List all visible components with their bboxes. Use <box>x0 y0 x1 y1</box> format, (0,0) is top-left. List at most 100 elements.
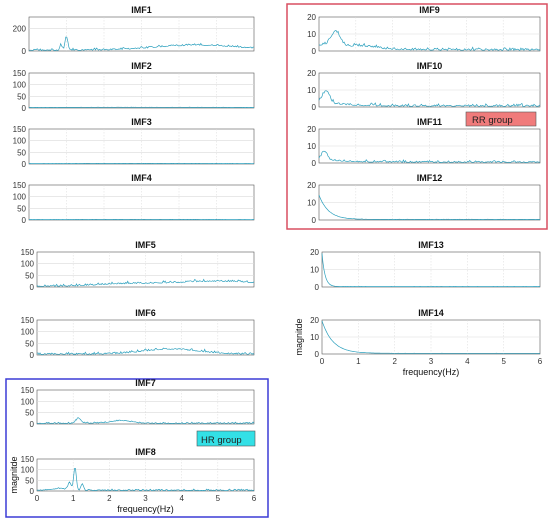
y-tick-label: 0 <box>30 487 35 496</box>
plot-area <box>36 319 255 356</box>
y-tick-label: 50 <box>25 271 34 280</box>
y-tick-label: 150 <box>21 248 35 257</box>
y-tick-label: 100 <box>13 193 27 202</box>
panel-imf12: 0 10 20 IMF12 <box>307 173 541 225</box>
series-line <box>318 30 541 52</box>
panel-title: IMF2 <box>131 61 152 71</box>
panel-title: IMF13 <box>418 240 444 250</box>
y-tick-label: 10 <box>310 333 319 342</box>
panel-title: IMF4 <box>131 173 152 183</box>
plot-area <box>28 128 255 165</box>
hr-group-box <box>5 378 269 518</box>
y-tick-label: 20 <box>307 181 316 190</box>
y-tick-label: 50 <box>17 92 26 101</box>
y-axis-label: magnitde <box>294 318 304 355</box>
rr-group-label-text: RR group <box>472 115 513 126</box>
series-line <box>321 253 541 287</box>
panel-title: IMF3 <box>131 117 152 127</box>
y-tick-label: 20 <box>307 69 316 78</box>
panel-title: IMF12 <box>417 173 443 183</box>
series-line <box>318 90 541 108</box>
panel-title: IMF5 <box>135 240 156 250</box>
panel-imf13: 0 10 20 IMF13 <box>310 240 541 292</box>
y-tick-label: 100 <box>21 328 35 337</box>
y-tick-label: 50 <box>25 476 34 485</box>
y-tick-label: 0 <box>30 420 35 429</box>
y-tick-label: 0 <box>22 216 27 225</box>
panel-title: IMF9 <box>419 5 440 15</box>
y-tick-label: 0 <box>312 159 317 168</box>
y-tick-label: 50 <box>17 148 26 157</box>
y-tick-label: 20 <box>307 13 316 22</box>
x-tick-label: 2 <box>107 494 112 503</box>
panel-imf4: 0 50 100 150 IMF4 <box>13 173 255 225</box>
x-tick-label: 1 <box>71 494 76 503</box>
y-tick-label: 150 <box>13 69 27 78</box>
panel-imf10: 0 10 20 IMF10 <box>307 61 541 112</box>
x-tick-label: 3 <box>429 357 434 366</box>
y-tick-label: 20 <box>310 316 319 325</box>
y-tick-label: 50 <box>25 409 34 418</box>
panel-imf6: 0 50 100 150 IMF6 <box>21 308 255 360</box>
plot-area <box>36 251 255 288</box>
series-line <box>36 347 255 356</box>
series-line <box>321 320 540 354</box>
x-tick-label: 0 <box>320 357 325 366</box>
y-tick-label: 10 <box>310 266 319 275</box>
series-line <box>36 278 255 287</box>
y-tick-label: 200 <box>13 24 27 33</box>
x-tick-label: 1 <box>356 357 361 366</box>
plot-area <box>28 184 255 221</box>
series-line <box>29 36 255 51</box>
rr-group-box <box>286 3 548 230</box>
hr-group-label-text: HR group <box>201 435 242 446</box>
y-tick-label: 100 <box>13 81 27 90</box>
y-tick-label: 100 <box>21 260 35 269</box>
panel-title: IMF14 <box>418 308 444 318</box>
panel-title: IMF7 <box>135 378 156 388</box>
y-tick-label: 100 <box>21 466 35 475</box>
panel-imf11: 0 10 20 IMF11 <box>307 117 541 168</box>
y-tick-label: 20 <box>307 125 316 134</box>
x-tick-label: 5 <box>216 494 221 503</box>
x-tick-label: 2 <box>392 357 397 366</box>
series-line <box>318 150 541 164</box>
y-tick-label: 50 <box>17 204 26 213</box>
x-tick-label: 6 <box>538 357 543 366</box>
panel-title: IMF11 <box>417 117 442 127</box>
panel-imf3: 0 50 100 150 IMF3 <box>13 117 255 169</box>
y-tick-label: 100 <box>21 397 35 406</box>
series-line <box>36 417 255 425</box>
series-line <box>36 468 255 492</box>
y-tick-label: 150 <box>21 386 35 395</box>
panel-imf5: 0 50 100 150 IMF5 <box>21 240 255 292</box>
panel-title: IMF1 <box>131 5 152 15</box>
y-tick-label: 0 <box>312 47 317 56</box>
y-tick-label: 0 <box>315 283 320 292</box>
y-tick-label: 10 <box>307 142 316 151</box>
x-tick-label: 4 <box>465 357 470 366</box>
y-tick-label: 10 <box>307 86 316 95</box>
imf-panels: 0200IMF1050100150IMF2050100150IMF3050100… <box>9 5 543 514</box>
panel-title: IMF10 <box>417 61 443 71</box>
y-axis-label: magnitde <box>9 456 19 493</box>
y-tick-label: 50 <box>25 339 34 348</box>
y-tick-label: 150 <box>21 316 35 325</box>
x-tick-label: 3 <box>143 494 148 503</box>
panel-imf14: 0 10 20 0 1 2 3 4 5 6 IMF14 frequency(Hz) magnitde <box>294 308 543 377</box>
x-tick-label: 4 <box>179 494 184 503</box>
panel-title: IMF8 <box>135 447 156 457</box>
x-axis-label: frequency(Hz) <box>117 504 174 514</box>
x-tick-label: 6 <box>252 494 257 503</box>
panel-title: IMF6 <box>135 308 156 318</box>
plot-area <box>28 72 255 109</box>
y-tick-label: 10 <box>307 30 316 39</box>
hr-group-label: HR group <box>196 430 256 447</box>
y-tick-label: 0 <box>30 283 35 292</box>
x-tick-label: 0 <box>35 494 40 503</box>
y-tick-label: 0 <box>22 47 27 56</box>
y-tick-label: 150 <box>13 181 27 190</box>
x-axis-label: frequency(Hz) <box>403 367 460 377</box>
